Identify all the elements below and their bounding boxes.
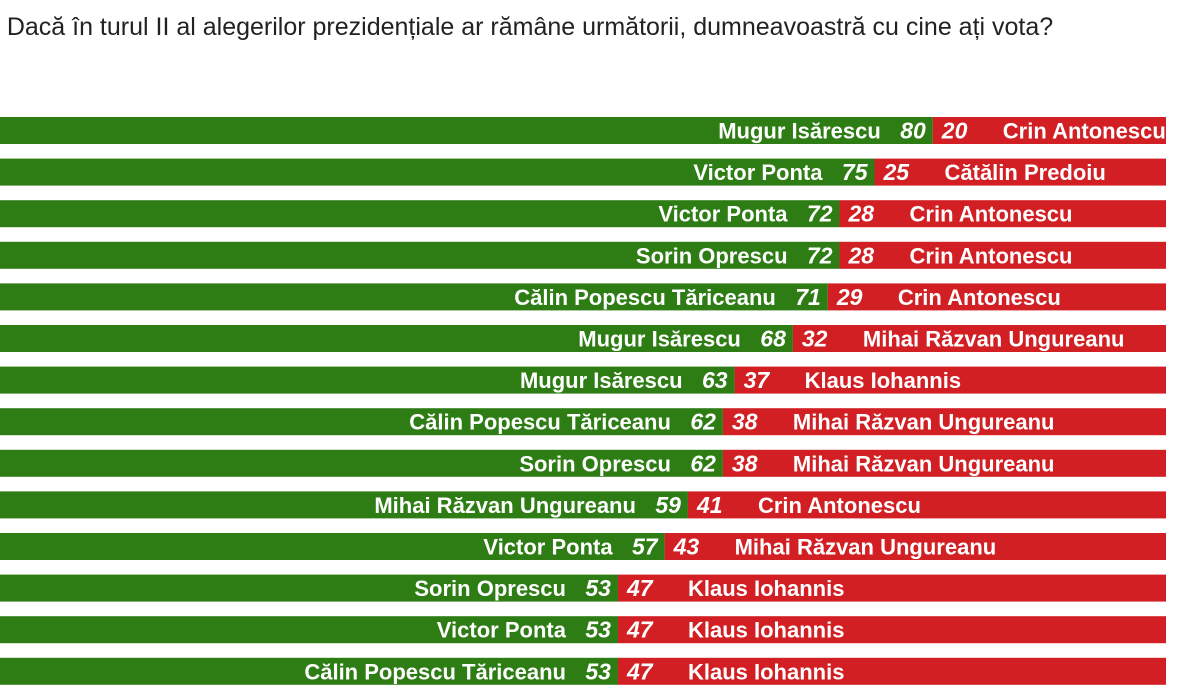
right-value-label: 32 [802, 326, 828, 352]
left-value-label: 75 [842, 159, 869, 185]
left-candidate-label: Victor Ponta [483, 535, 613, 560]
left-candidate-label: Victor Ponta [658, 202, 788, 227]
bar-left-segment [0, 408, 723, 436]
bar-left-segment [0, 158, 875, 186]
right-candidate-label: Klaus Iohannis [805, 368, 961, 393]
bar-right-segment [932, 117, 1166, 144]
left-value-label: 57 [632, 534, 659, 560]
bar-right-segment [839, 200, 1166, 228]
bar-left-segment [0, 533, 665, 560]
bar-right-segment [722, 408, 1166, 436]
left-value-label: 71 [795, 284, 821, 310]
left-candidate-label: Mugur Isărescu [578, 327, 741, 352]
bar-right-segment [839, 241, 1166, 269]
bar-right-segment [827, 283, 1166, 311]
bar-right-segment [874, 158, 1166, 186]
right-value-label: 38 [732, 450, 758, 476]
right-candidate-label: Mihai Răzvan Ungureanu [863, 327, 1125, 352]
left-candidate-label: Victor Ponta [693, 160, 823, 185]
right-value-label: 41 [696, 492, 723, 518]
right-value-label: 37 [744, 367, 771, 393]
right-candidate-label: Crin Antonescu [910, 243, 1073, 268]
left-candidate-label: Sorin Oprescu [636, 243, 788, 268]
bar-right-segment [617, 574, 1166, 602]
left-value-label: 59 [655, 492, 681, 518]
chart-title: Dacă în turul II al alegerilor prezidenț… [6, 13, 1054, 41]
left-value-label: 68 [760, 326, 786, 352]
right-candidate-label: Mihai Răzvan Ungureanu [793, 451, 1055, 476]
right-candidate-label: Cătălin Predoiu [945, 160, 1106, 185]
right-value-label: 28 [848, 201, 875, 227]
left-value-label: 53 [585, 617, 611, 643]
bar-right-segment [687, 491, 1166, 519]
left-value-label: 62 [690, 409, 716, 435]
right-value-label: 47 [626, 658, 654, 684]
bar-left-segment [0, 117, 933, 144]
bar-left-segment [0, 657, 618, 685]
right-candidate-label: Crin Antonescu [758, 493, 921, 518]
right-value-label: 20 [941, 118, 968, 144]
right-value-label: 29 [836, 284, 863, 310]
left-value-label: 72 [807, 201, 833, 227]
right-candidate-label: Klaus Iohannis [688, 659, 844, 684]
right-candidate-label: Mihai Răzvan Ungureanu [793, 410, 1055, 435]
left-candidate-label: Sorin Oprescu [519, 451, 671, 476]
left-value-label: 80 [900, 118, 926, 144]
bar-left-segment [0, 200, 840, 228]
right-value-label: 47 [626, 575, 654, 601]
right-candidate-label: Klaus Iohannis [688, 618, 844, 643]
bar-left-segment [0, 574, 618, 602]
bar-left-segment [0, 491, 688, 519]
right-value-label: 38 [732, 409, 758, 435]
bar-left-segment [0, 241, 840, 269]
bar-left-segment [0, 616, 618, 644]
right-value-label: 28 [848, 242, 875, 268]
bar-right-segment [734, 366, 1166, 394]
bar-left-segment [0, 283, 828, 311]
left-candidate-label: Mugur Isărescu [718, 119, 881, 144]
left-candidate-label: Victor Ponta [437, 618, 567, 643]
right-candidate-label: Crin Antonescu [910, 202, 1073, 227]
left-candidate-label: Mihai Răzvan Ungureanu [374, 493, 636, 518]
right-candidate-label: Crin Antonescu [898, 285, 1061, 310]
left-candidate-label: Mugur Isărescu [520, 368, 683, 393]
left-candidate-label: Călin Popescu Tăriceanu [514, 285, 776, 310]
bar-left-segment [0, 449, 723, 477]
left-value-label: 62 [690, 450, 716, 476]
right-candidate-label: Klaus Iohannis [688, 576, 844, 601]
right-value-label: 47 [626, 617, 654, 643]
left-value-label: 72 [807, 242, 833, 268]
bar-left-segment [0, 325, 793, 352]
bar-left-segment [0, 366, 735, 394]
bar-right-segment [792, 325, 1166, 352]
right-candidate-label: Mihai Răzvan Ungureanu [735, 535, 997, 560]
bar-right-segment [617, 657, 1166, 685]
right-candidate-label: Crin Antonescu [1003, 119, 1166, 144]
bar-right-segment [664, 533, 1166, 560]
left-candidate-label: Călin Popescu Tăriceanu [304, 659, 566, 684]
left-candidate-label: Călin Popescu Tăriceanu [409, 410, 671, 435]
left-value-label: 53 [585, 658, 611, 684]
left-value-label: 53 [585, 575, 611, 601]
right-value-label: 25 [883, 159, 911, 185]
right-value-label: 43 [673, 534, 700, 560]
left-candidate-label: Sorin Oprescu [414, 576, 566, 601]
left-value-label: 63 [702, 367, 728, 393]
bar-right-segment [617, 616, 1166, 644]
bar-right-segment [722, 449, 1166, 477]
